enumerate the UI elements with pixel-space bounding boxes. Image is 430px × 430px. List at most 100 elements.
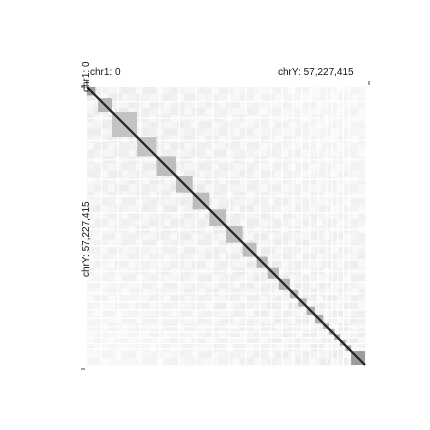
heatmap-cell [337, 344, 345, 352]
heatmap-cell [232, 107, 241, 116]
bin-gap-vertical [326, 87, 328, 365]
heatmap-cell [191, 128, 199, 136]
heatmap-cell [205, 302, 213, 310]
heatmap-cell [163, 198, 171, 206]
heatmap-cell [351, 281, 359, 289]
heatmap-cell [274, 205, 282, 213]
heatmap-cell [309, 246, 317, 255]
bin-gap-horizontal [87, 342, 365, 344]
heatmap-cell [260, 239, 268, 248]
heatmap-cell [239, 330, 248, 338]
heatmap-cell [170, 295, 178, 303]
heatmap-cell [198, 219, 206, 227]
heatmap-cell [93, 246, 102, 255]
heatmap-cell [149, 281, 157, 289]
heatmap-cell [93, 253, 102, 262]
heatmap-cell [128, 260, 136, 268]
heatmap-cell [337, 316, 345, 324]
heatmap-cell [191, 316, 199, 324]
heatmap-cell [281, 337, 289, 345]
heatmap-cell [274, 309, 282, 317]
heatmap-cell [135, 219, 143, 227]
heatmap-cell [205, 163, 213, 171]
heatmap-cell [260, 93, 268, 102]
heatmap-cell [149, 260, 157, 268]
heatmap-cell [260, 288, 268, 296]
heatmap-cell [198, 358, 206, 366]
heatmap-cell [337, 87, 345, 95]
heatmap-cell [177, 149, 185, 157]
heatmap-cell [149, 295, 157, 303]
heatmap-cell [100, 191, 109, 199]
heatmap-cell [330, 177, 338, 185]
heatmap-cell [163, 205, 171, 213]
heatmap-cell [232, 330, 241, 338]
heatmap-cell [288, 344, 296, 352]
heatmap-cell [198, 351, 206, 359]
heatmap-cell [177, 316, 185, 324]
bin-gap-vertical [317, 87, 319, 365]
heatmap-cell [177, 191, 185, 199]
heatmap-cell [177, 198, 185, 206]
bin-gap-horizontal [87, 139, 365, 142]
heatmap-cell [87, 100, 95, 109]
heatmap-cell [191, 142, 199, 150]
heatmap-cell [358, 121, 366, 129]
heatmap-cell [232, 205, 241, 213]
heatmap-cell [288, 302, 296, 310]
heatmap-cell [358, 295, 366, 303]
heatmap-cell [93, 288, 102, 296]
heatmap-cell [100, 330, 109, 338]
heatmap-cell [260, 170, 268, 178]
heatmap-cell [232, 253, 241, 262]
heatmap-cell [191, 253, 199, 262]
heatmap-cell [107, 219, 116, 227]
heatmap-cell [316, 344, 324, 352]
heatmap-cell [274, 87, 282, 95]
heatmap-cell [135, 253, 143, 262]
heatmap-cell [184, 107, 192, 116]
heatmap-cell [351, 205, 359, 213]
heatmap-cell [351, 239, 359, 248]
heatmap-cell [337, 330, 345, 338]
heatmap-cell [184, 163, 192, 171]
heatmap-cell [274, 212, 282, 220]
heatmap-cell [302, 87, 310, 95]
heatmap-cell [184, 121, 192, 129]
heatmap-cell [219, 149, 227, 157]
heatmap-cell [107, 344, 116, 352]
heatmap-cell [295, 198, 303, 206]
heatmap-cell [246, 87, 255, 95]
heatmap-cell [358, 260, 366, 268]
heatmap-cell [260, 142, 268, 150]
heatmap-cell [177, 295, 185, 303]
heatmap-cell [128, 184, 136, 192]
heatmap-cell [163, 135, 171, 143]
heatmap-cell [309, 177, 317, 185]
heatmap-cell [184, 239, 192, 248]
heatmap-cell [344, 107, 352, 116]
heatmap-cell [121, 232, 129, 241]
heatmap-cell [135, 260, 143, 268]
heatmap-cell [184, 337, 192, 345]
heatmap-cell [191, 107, 199, 116]
heatmap-cell [184, 330, 192, 338]
heatmap-cell [121, 246, 129, 255]
heatmap-cell [100, 316, 109, 324]
heatmap-cell [358, 170, 366, 178]
heatmap-cell [107, 121, 116, 129]
heatmap-cell [100, 281, 109, 289]
heatmap-cell [309, 330, 317, 338]
heatmap-cell [100, 309, 109, 317]
heatmap-cell [135, 281, 143, 289]
heatmap-cell [302, 358, 310, 366]
heatmap-cell [93, 142, 102, 150]
heatmap-cell [253, 184, 262, 192]
bin-gap-vertical [245, 87, 247, 365]
bin-gap-horizontal [87, 301, 365, 303]
heatmap-cell [128, 100, 136, 109]
heatmap-cell [330, 100, 338, 109]
heatmap-cell [100, 351, 109, 359]
